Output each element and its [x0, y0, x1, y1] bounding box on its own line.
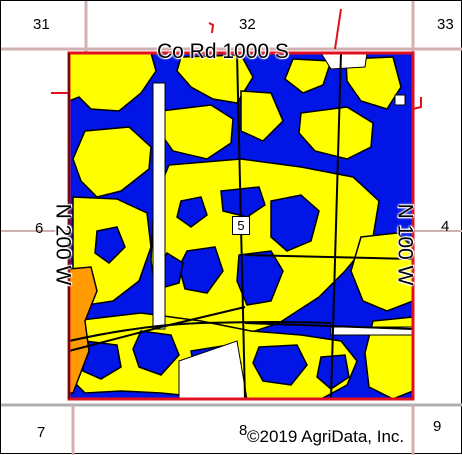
- building-footprint: [394, 94, 406, 106]
- section-number-se: 9: [433, 418, 442, 435]
- road-label-north: Co Rd 1000 S: [157, 40, 289, 63]
- section-number-e: 4: [441, 218, 450, 235]
- farmstead-strip: [152, 82, 166, 330]
- section-number-s: 8: [239, 422, 248, 439]
- boundary-mark: [208, 22, 215, 34]
- section-number-nw: 31: [33, 16, 50, 33]
- copyright-notice: ©2019 AgriData, Inc.: [247, 427, 405, 446]
- section-number-w: 6: [35, 220, 44, 237]
- section-number-sw: 7: [37, 424, 46, 441]
- boundary-mark: [412, 97, 422, 110]
- soil-zones-blue: [82, 186, 350, 390]
- road-label-west: N 200 W: [51, 203, 75, 286]
- road-label-east: N 100 W: [393, 203, 417, 286]
- section-number-ne: 33: [437, 16, 454, 33]
- section-number-n: 32: [239, 16, 256, 33]
- boundary-mark: [334, 8, 342, 50]
- field-number-label: 5: [232, 216, 250, 235]
